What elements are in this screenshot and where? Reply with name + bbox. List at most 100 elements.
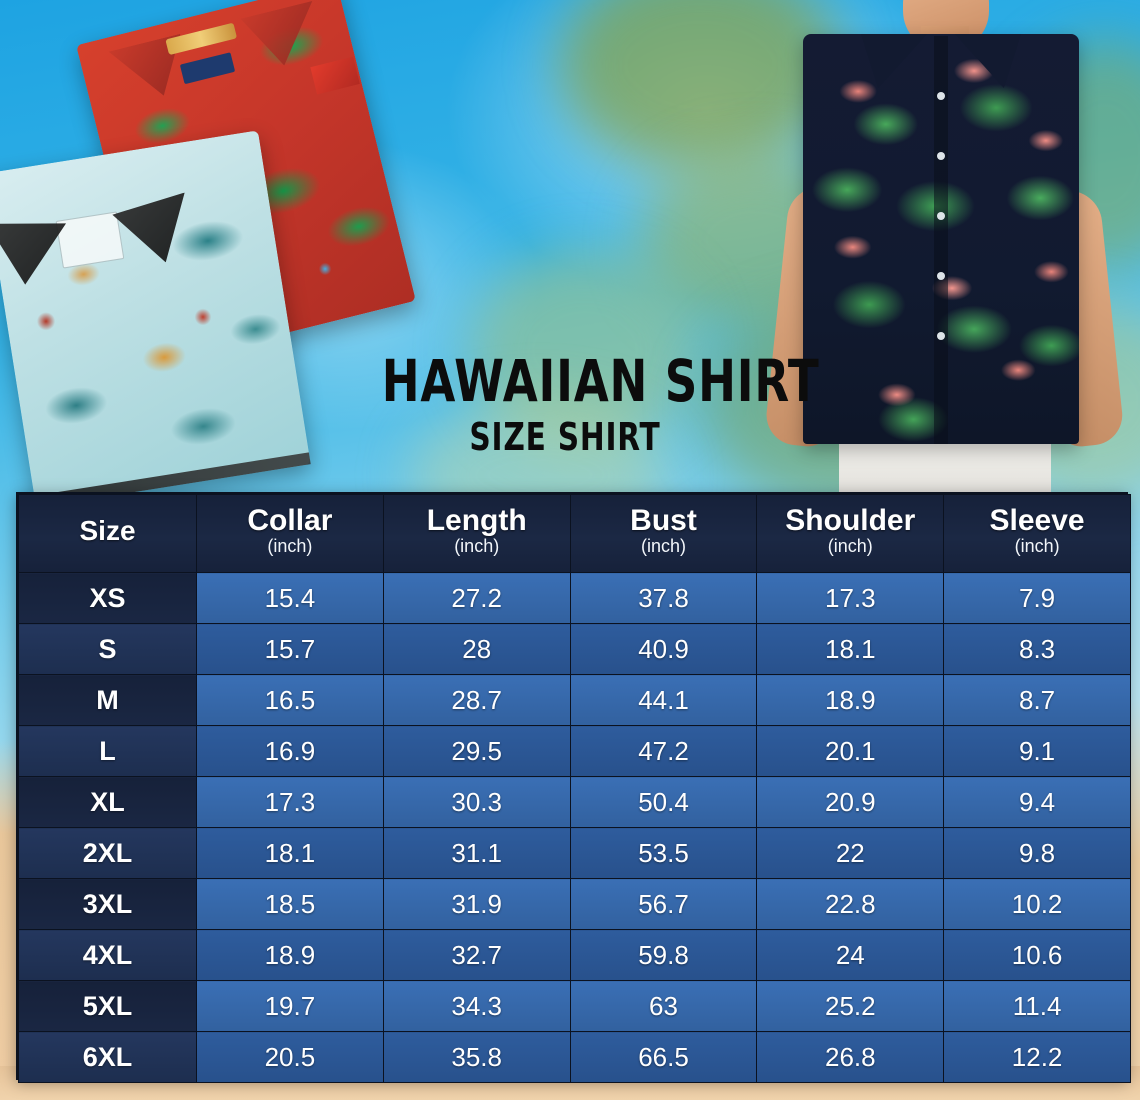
table-row: 5XL 19.7 34.3 63 25.2 11.4 [18, 980, 1131, 1032]
table-row: L 16.9 29.5 47.2 20.1 9.1 [18, 725, 1131, 777]
column-header-shoulder-label: Shoulder [785, 503, 916, 537]
cell-sleeve: 8.7 [943, 674, 1131, 726]
column-header-length: Length (inch) [382, 494, 571, 573]
page-subtitle: SIZE SHIRT [469, 415, 661, 459]
cell-size: XS [18, 572, 197, 624]
red-shirt-neck-band [165, 22, 238, 56]
cell-collar: 16.5 [196, 674, 384, 726]
table-header-row: Size Collar (inch) Length (inch) Bust (i… [18, 494, 1131, 573]
cell-size: M [18, 674, 197, 726]
table-row: S 15.7 28 40.9 18.1 8.3 [18, 623, 1131, 675]
size-chart-table: Size Collar (inch) Length (inch) Bust (i… [18, 494, 1131, 1083]
shirt-button-4 [937, 272, 945, 280]
column-header-collar: Collar (inch) [196, 494, 384, 573]
cell-collar: 18.5 [196, 878, 384, 930]
cell-length: 30.3 [382, 776, 571, 828]
page-title: HAWAIIAN SHIRT [381, 347, 820, 415]
cell-bust: 63 [569, 980, 758, 1032]
column-header-size: Size [18, 494, 197, 573]
table-row: 6XL 20.5 35.8 66.5 26.8 12.2 [18, 1031, 1131, 1083]
cell-shoulder: 22 [756, 827, 945, 879]
column-header-collar-label: Collar [247, 503, 333, 537]
cell-sleeve: 10.2 [943, 878, 1131, 930]
cell-shoulder: 17.3 [756, 572, 945, 624]
table-body: XS 15.4 27.2 37.8 17.3 7.9 S 15.7 28 40.9 18.1 8.3 M… [18, 572, 1131, 1083]
red-shirt-collar-right [241, 1, 326, 73]
cell-shoulder: 24 [756, 929, 945, 981]
cell-length: 34.3 [382, 980, 571, 1032]
cell-size: S [18, 623, 197, 675]
table-row: M 16.5 28.7 44.1 18.9 8.7 [18, 674, 1131, 726]
column-header-shoulder: Shoulder (inch) [756, 494, 945, 573]
shirt-button-3 [937, 212, 945, 220]
chart-title-block: HAWAIIAN SHIRT SIZE SHIRT [330, 347, 820, 459]
blue-shirt-pocket [55, 211, 125, 269]
cell-length: 32.7 [382, 929, 571, 981]
cell-shoulder: 18.9 [756, 674, 945, 726]
size-chart-table-wrapper: Size Collar (inch) Length (inch) Bust (i… [16, 492, 1131, 1083]
shirt-collar-left [861, 34, 927, 88]
cell-bust: 37.8 [569, 572, 758, 624]
cell-shoulder: 26.8 [756, 1031, 945, 1083]
shirt-button-1 [937, 92, 945, 100]
cell-sleeve: 8.3 [943, 623, 1131, 675]
column-header-bust-label: Bust [630, 503, 697, 537]
table-row: 3XL 18.5 31.9 56.7 22.8 10.2 [18, 878, 1131, 930]
cell-sleeve: 11.4 [943, 980, 1131, 1032]
cell-collar: 20.5 [196, 1031, 384, 1083]
cell-collar: 17.3 [196, 776, 384, 828]
cell-collar: 18.9 [196, 929, 384, 981]
table-row: 2XL 18.1 31.1 53.5 22 9.8 [18, 827, 1131, 879]
column-header-length-label: Length [426, 503, 527, 537]
shirt-button-5 [937, 332, 945, 340]
cell-shoulder: 22.8 [756, 878, 945, 930]
cell-size: 5XL [18, 980, 197, 1032]
cell-size: XL [18, 776, 197, 828]
cell-collar: 16.9 [196, 725, 384, 777]
cell-collar: 15.4 [196, 572, 384, 624]
blue-hawaiian-shirt [0, 130, 311, 508]
cell-sleeve: 7.9 [943, 572, 1131, 624]
column-header-collar-unit: (inch) [267, 536, 313, 557]
shirt-collar-right [955, 34, 1021, 88]
cell-shoulder: 25.2 [756, 980, 945, 1032]
table-row: XS 15.4 27.2 37.8 17.3 7.9 [18, 572, 1131, 624]
cell-bust: 59.8 [569, 929, 758, 981]
cell-bust: 44.1 [569, 674, 758, 726]
column-header-size-label: Size [79, 515, 136, 547]
column-header-sleeve-unit: (inch) [1014, 536, 1060, 557]
cell-bust: 56.7 [569, 878, 758, 930]
cell-shoulder: 20.9 [756, 776, 945, 828]
cell-bust: 53.5 [569, 827, 758, 879]
cell-collar: 19.7 [196, 980, 384, 1032]
cell-bust: 40.9 [569, 623, 758, 675]
cell-sleeve: 9.1 [943, 725, 1131, 777]
cell-length: 31.1 [382, 827, 571, 879]
shirt-placket [934, 36, 948, 444]
cell-length: 29.5 [382, 725, 571, 777]
cell-length: 31.9 [382, 878, 571, 930]
cell-sleeve: 10.6 [943, 929, 1131, 981]
foliage-blur-1 [560, 0, 840, 170]
column-header-length-unit: (inch) [454, 536, 500, 557]
column-header-shoulder-unit: (inch) [827, 536, 873, 557]
table-row: 4XL 18.9 32.7 59.8 24 10.6 [18, 929, 1131, 981]
male-model-photo [735, 0, 1140, 492]
cell-size: L [18, 725, 197, 777]
table-header: Size Collar (inch) Length (inch) Bust (i… [18, 494, 1131, 573]
column-header-sleeve-label: Sleeve [989, 503, 1085, 537]
red-shirt-sleeve-tag [310, 56, 360, 95]
column-header-bust-unit: (inch) [640, 536, 686, 557]
cell-shoulder: 18.1 [756, 623, 945, 675]
cell-sleeve: 12.2 [943, 1031, 1131, 1083]
cell-collar: 18.1 [196, 827, 384, 879]
cell-length: 28 [382, 623, 571, 675]
table-row: XL 17.3 30.3 50.4 20.9 9.4 [18, 776, 1131, 828]
cell-length: 35.8 [382, 1031, 571, 1083]
cell-size: 4XL [18, 929, 197, 981]
cell-shoulder: 20.1 [756, 725, 945, 777]
cell-bust: 50.4 [569, 776, 758, 828]
red-shirt-brand-label [179, 52, 236, 85]
cell-size: 3XL [18, 878, 197, 930]
